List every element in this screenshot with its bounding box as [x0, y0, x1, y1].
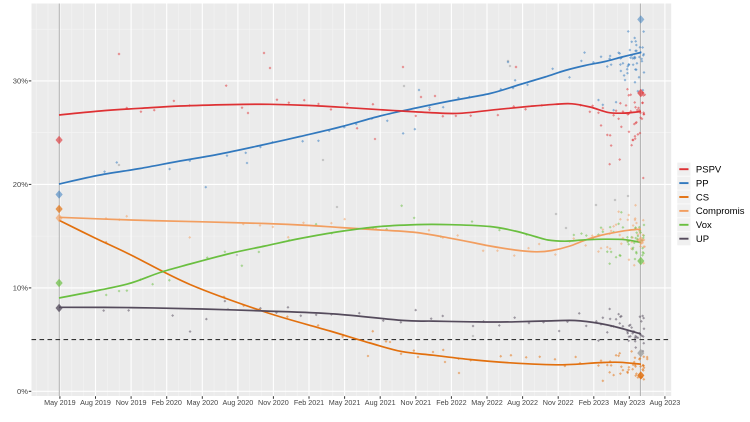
svg-text:May 2020: May 2020 [187, 398, 219, 407]
svg-text:Feb 2021: Feb 2021 [294, 398, 324, 407]
svg-text:Feb 2022: Feb 2022 [436, 398, 466, 407]
svg-text:Aug 2021: Aug 2021 [365, 398, 396, 407]
svg-text:20%: 20% [13, 180, 28, 189]
svg-text:May 2023: May 2023 [614, 398, 646, 407]
svg-text:Nov 2019: Nov 2019 [116, 398, 147, 407]
svg-text:Nov 2020: Nov 2020 [258, 398, 289, 407]
svg-text:Aug 2020: Aug 2020 [223, 398, 254, 407]
svg-text:Aug 2019: Aug 2019 [80, 398, 111, 407]
svg-text:PSPV: PSPV [696, 165, 722, 176]
svg-text:Feb 2020: Feb 2020 [152, 398, 182, 407]
svg-text:UP: UP [696, 234, 709, 245]
svg-text:Feb 2023: Feb 2023 [579, 398, 609, 407]
svg-text:Nov 2021: Nov 2021 [400, 398, 431, 407]
svg-text:Aug 2022: Aug 2022 [507, 398, 538, 407]
svg-text:PP: PP [696, 178, 709, 189]
svg-text:30%: 30% [13, 77, 28, 86]
svg-text:10%: 10% [13, 284, 28, 293]
svg-text:May 2021: May 2021 [329, 398, 361, 407]
svg-text:CS: CS [696, 192, 709, 203]
svg-text:Compromis: Compromis [696, 206, 745, 217]
svg-text:May 2022: May 2022 [471, 398, 503, 407]
svg-text:May 2019: May 2019 [44, 398, 76, 407]
svg-text:Vox: Vox [696, 220, 712, 231]
svg-text:Nov 2022: Nov 2022 [543, 398, 574, 407]
svg-text:0%: 0% [17, 387, 28, 396]
svg-text:Aug 2023: Aug 2023 [650, 398, 681, 407]
